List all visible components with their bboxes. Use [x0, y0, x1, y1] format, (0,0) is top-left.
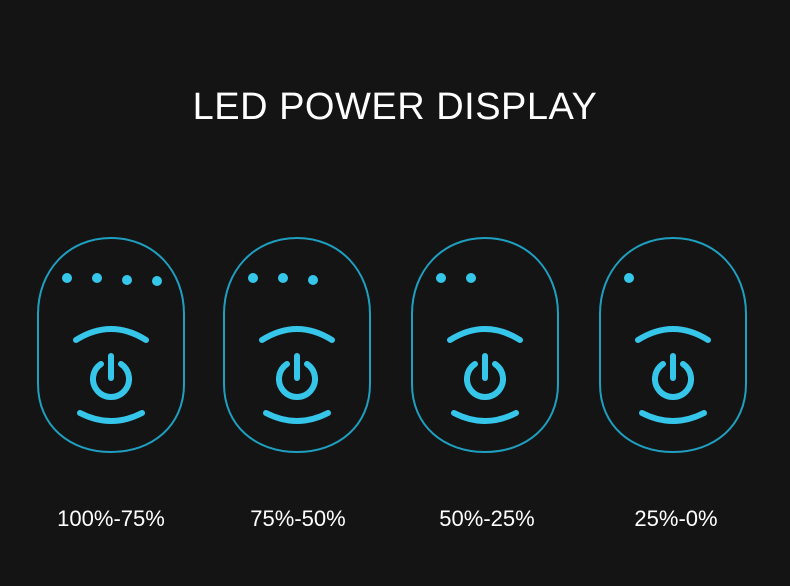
- upper-arc: [73, 326, 149, 343]
- led-indicator-dot: [92, 273, 102, 283]
- power-icon: [276, 353, 318, 400]
- lower-arc: [451, 410, 519, 424]
- upper-arc: [635, 326, 711, 343]
- led-panel: [410, 236, 560, 454]
- power-icon: [652, 353, 694, 400]
- led-indicator-dot: [436, 273, 446, 283]
- led-panel-graphic: [223, 236, 371, 454]
- device-outline: [411, 236, 559, 454]
- led-panel-graphic: [599, 236, 747, 454]
- battery-range-label: 25%-0%: [634, 506, 718, 531]
- led-indicator-dot: [152, 276, 162, 286]
- lower-arc: [77, 410, 145, 424]
- battery-range-label: 100%-75%: [57, 506, 165, 531]
- device-outline: [37, 236, 185, 454]
- power-icon: [464, 353, 506, 400]
- lower-arc: [639, 410, 707, 424]
- led-indicator-dot: [308, 275, 318, 285]
- upper-arc: [447, 326, 523, 343]
- led-panel-graphic: [37, 236, 185, 454]
- battery-range-label: 75%-50%: [250, 506, 346, 531]
- led-indicator-dot: [624, 273, 634, 283]
- page-title: LED POWER DISPLAY: [192, 86, 598, 128]
- led-indicator-dot: [278, 273, 288, 283]
- led-indicator-dot: [466, 273, 476, 283]
- battery-range-label: 50%-25%: [439, 506, 535, 531]
- device-outline: [223, 236, 371, 454]
- power-icon: [90, 353, 132, 400]
- led-panel: [222, 236, 372, 454]
- led-indicator-dot: [122, 275, 132, 285]
- upper-arc: [259, 326, 335, 343]
- led-panel: [598, 236, 748, 454]
- device-outline: [599, 236, 747, 454]
- lower-arc: [263, 410, 331, 424]
- led-panel-graphic: [411, 236, 559, 454]
- led-panel: [36, 236, 186, 454]
- led-indicator-dot: [248, 273, 258, 283]
- led-indicator-dot: [62, 273, 72, 283]
